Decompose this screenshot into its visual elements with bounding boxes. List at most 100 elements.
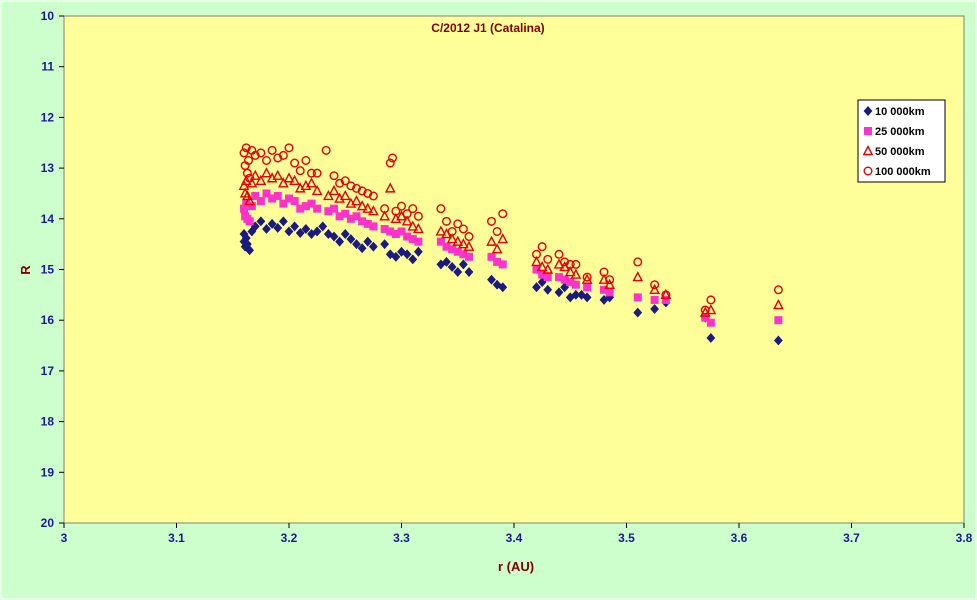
data-point: [380, 239, 390, 250]
data-point: [531, 255, 542, 267]
x-tick-label: 3.7: [843, 531, 860, 545]
y-tick-label: 18: [41, 415, 55, 429]
data-point: [458, 224, 468, 234]
data-point: [386, 227, 395, 236]
data-point: [339, 189, 351, 201]
data-point: [605, 288, 614, 297]
data-point: [312, 226, 322, 237]
data-point: [706, 332, 716, 343]
data-point: [633, 293, 642, 302]
x-axis-label: r (AU): [498, 559, 534, 574]
data-point: [661, 295, 670, 304]
data-point: [385, 158, 395, 168]
data-point: [256, 216, 266, 227]
y-tick-label: 15: [41, 263, 55, 277]
data-point: [650, 304, 660, 314]
legend-label: 10 000km: [875, 106, 925, 118]
data-point: [312, 168, 322, 178]
data-point: [459, 250, 468, 259]
data-point: [543, 273, 552, 282]
legend: 10 000km 25 000km 50 000km 100 000km: [857, 99, 946, 183]
data-point: [408, 254, 418, 265]
data-point: [487, 216, 497, 226]
data-point: [290, 158, 300, 168]
y-tick-label: 20: [41, 516, 55, 530]
data-point: [283, 172, 295, 183]
data-point: [256, 197, 265, 206]
data-point: [273, 153, 283, 163]
data-point: [401, 215, 413, 226]
data-point: [465, 252, 473, 261]
data-point: [604, 278, 615, 289]
data-point: [296, 204, 305, 213]
data-point: [363, 219, 372, 228]
data-point: [408, 235, 417, 244]
data-point: [362, 202, 374, 213]
y-tick-label: 16: [41, 313, 55, 327]
data-point: [335, 212, 344, 221]
data-point: [290, 221, 300, 232]
data-point: [402, 209, 412, 219]
data-point: [773, 285, 783, 295]
data-point: [542, 263, 554, 274]
data-point: [262, 189, 271, 198]
data-point: [486, 235, 497, 246]
legend-label: 100 000km: [875, 166, 931, 178]
data-point: [267, 218, 277, 229]
data-point: [453, 219, 463, 229]
data-point: [301, 202, 310, 211]
data-point: [255, 174, 267, 185]
data-point: [532, 265, 541, 274]
x-tick-label: 3.3: [393, 531, 410, 545]
data-point: [272, 169, 284, 180]
data-point: [268, 194, 277, 203]
data-point: [368, 205, 379, 216]
data-point: [554, 287, 564, 298]
data-point: [532, 282, 541, 293]
data-point: [313, 204, 322, 213]
legend-marker: [862, 144, 874, 156]
data-point: [335, 236, 345, 247]
data-point: [566, 278, 575, 287]
data-point: [442, 242, 451, 251]
data-point: [408, 204, 418, 214]
data-point: [351, 195, 362, 206]
data-point: [301, 155, 311, 165]
data-point: [537, 242, 547, 252]
data-point: [301, 223, 311, 234]
data-point: [295, 166, 305, 176]
data-point: [414, 237, 423, 246]
data-point: [774, 316, 783, 325]
data-point: [773, 335, 783, 346]
data-point: [256, 148, 266, 158]
data-point: [773, 298, 784, 310]
data-point: [453, 247, 462, 256]
data-point: [242, 168, 252, 178]
data-point: [458, 259, 468, 270]
data-point: [241, 143, 251, 153]
data-point: [307, 168, 317, 178]
data-point: [581, 273, 593, 284]
data-point: [368, 241, 378, 252]
data-point: [582, 272, 592, 282]
data-point: [650, 280, 660, 290]
data-point: [273, 191, 282, 200]
data-point: [599, 267, 609, 277]
data-point: [600, 285, 608, 294]
data-point: [560, 257, 570, 267]
x-tick-label: 3.2: [281, 531, 298, 545]
data-point: [436, 204, 446, 214]
legend-label: 25 000km: [875, 126, 925, 138]
data-point: [384, 182, 396, 193]
legend-label: 50 000km: [875, 146, 925, 158]
data-point: [245, 173, 255, 183]
data-point: [413, 246, 423, 257]
data-point: [536, 260, 548, 272]
data-point: [498, 260, 507, 269]
data-point: [435, 225, 447, 236]
data-point: [278, 150, 288, 160]
data-point: [330, 204, 338, 213]
data-point: [560, 275, 569, 284]
data-point: [605, 275, 615, 285]
